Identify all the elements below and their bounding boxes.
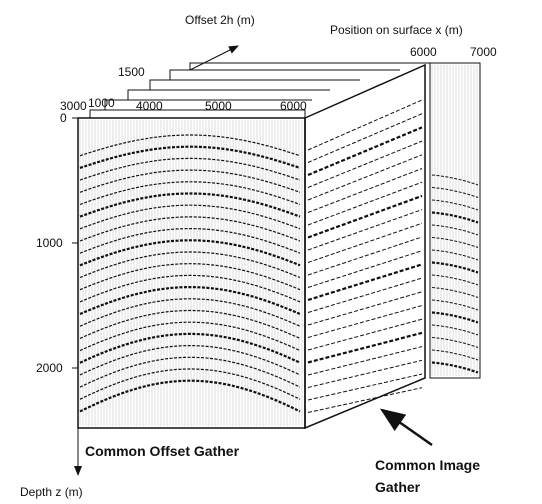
trace [431, 361, 479, 374]
trace [79, 169, 301, 193]
trace [307, 126, 423, 177]
trace [307, 331, 423, 364]
depth-tick: 1000 [36, 236, 63, 250]
trace [79, 345, 301, 376]
trace [307, 305, 423, 338]
trace [307, 291, 423, 326]
trace [79, 228, 301, 254]
trace [431, 249, 479, 261]
trace [79, 274, 301, 303]
trace [431, 187, 479, 198]
trace [79, 309, 301, 339]
trace [79, 192, 301, 218]
trace [431, 174, 479, 186]
trace [431, 287, 479, 298]
position-axis-title: Position on surface x (m) [330, 23, 463, 37]
trace [431, 311, 479, 324]
position-tick: 6000 [280, 99, 307, 113]
trace [307, 359, 423, 388]
frames [72, 45, 481, 476]
gather-label: Common Image [375, 457, 480, 473]
offset-axis-title: Offset 2h (m) [185, 13, 255, 27]
trace [79, 204, 301, 230]
trace [307, 181, 423, 226]
trace [431, 199, 479, 211]
trace [431, 349, 479, 361]
trace [307, 373, 423, 401]
trace [431, 237, 479, 248]
position-tick: 4000 [136, 99, 163, 113]
seismic-traces [79, 65, 479, 426]
trace [307, 113, 423, 163]
trace [307, 318, 423, 351]
trace [431, 337, 479, 348]
trace [307, 99, 423, 151]
depth-tick: 2000 [36, 361, 63, 375]
depth-axis-title: Depth z (m) [20, 485, 83, 499]
trace [307, 277, 423, 313]
trace [431, 261, 479, 274]
trace [79, 298, 301, 327]
trace [307, 140, 423, 188]
trace [79, 356, 301, 388]
trace [79, 145, 301, 169]
position-tick: 7000 [470, 45, 497, 59]
trace [79, 134, 301, 157]
trace [307, 236, 423, 276]
trace [307, 387, 423, 413]
position-tick: 5000 [205, 99, 232, 113]
trace [431, 224, 479, 236]
trace [79, 379, 301, 413]
trace [431, 274, 479, 286]
trace [307, 154, 423, 201]
trace [79, 321, 301, 352]
trace [79, 181, 301, 206]
trace [307, 263, 423, 302]
position-tick: 6000 [410, 45, 437, 59]
trace [431, 299, 479, 311]
trace [79, 216, 301, 242]
trace [79, 239, 301, 267]
trace [79, 263, 301, 291]
trace [79, 157, 301, 181]
trace [307, 222, 423, 263]
position-tick: 3000 [60, 99, 87, 113]
trace [431, 324, 479, 336]
trace [79, 332, 301, 364]
trace [79, 368, 301, 400]
offset-tick: 1000 [88, 96, 115, 110]
trace [307, 250, 423, 288]
gather-label: Gather [375, 479, 421, 495]
trace [307, 168, 423, 213]
depth-tick: 0 [60, 111, 67, 125]
offset-tick: 1500 [118, 65, 145, 79]
trace [79, 251, 301, 279]
gather-label: Common Offset Gather [85, 443, 240, 459]
trace [307, 346, 423, 376]
trace [431, 211, 479, 224]
trace [79, 286, 301, 316]
trace [307, 209, 423, 251]
trace [307, 194, 423, 239]
